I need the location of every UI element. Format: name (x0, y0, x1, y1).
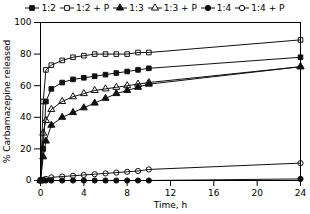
svg-text:0: 0 (38, 188, 44, 198)
svg-text:100: 100 (14, 17, 31, 27)
html-text:1:4 + P: 1:4 + P (251, 3, 285, 13)
svg-text:Time, h: Time, h (153, 200, 187, 210)
svg-text:40: 40 (20, 112, 32, 122)
svg-text:20: 20 (20, 144, 32, 154)
html-text:1:4: 1:4 (216, 3, 232, 13)
html-text:1:2: 1:2 (41, 3, 56, 13)
svg-text:20: 20 (251, 188, 263, 198)
svg-text:8: 8 (124, 188, 130, 198)
svg-text:12: 12 (165, 188, 176, 198)
html-text:1:3 + P: 1:3 + P (163, 3, 197, 13)
svg-text:24: 24 (295, 188, 307, 198)
svg-text:% Carbamazepine released: % Carbamazepine released (2, 40, 12, 164)
html-text:1:2 + P: 1:2 + P (76, 3, 110, 13)
svg-text:4: 4 (81, 188, 87, 198)
svg-text:0: 0 (26, 175, 32, 185)
html-text:1:3: 1:3 (129, 3, 144, 13)
svg-text:16: 16 (208, 188, 220, 198)
svg-text:80: 80 (20, 49, 32, 59)
svg-text:60: 60 (20, 81, 32, 91)
